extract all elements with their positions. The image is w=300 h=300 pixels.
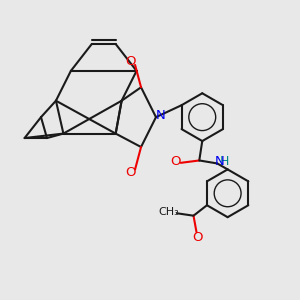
Text: O: O	[125, 167, 136, 179]
Text: H: H	[220, 154, 229, 167]
Text: O: O	[170, 155, 181, 168]
Text: N: N	[156, 109, 166, 122]
Text: O: O	[125, 56, 136, 68]
Text: N: N	[215, 155, 224, 168]
Text: CH₃: CH₃	[158, 207, 179, 217]
Text: O: O	[193, 231, 203, 244]
